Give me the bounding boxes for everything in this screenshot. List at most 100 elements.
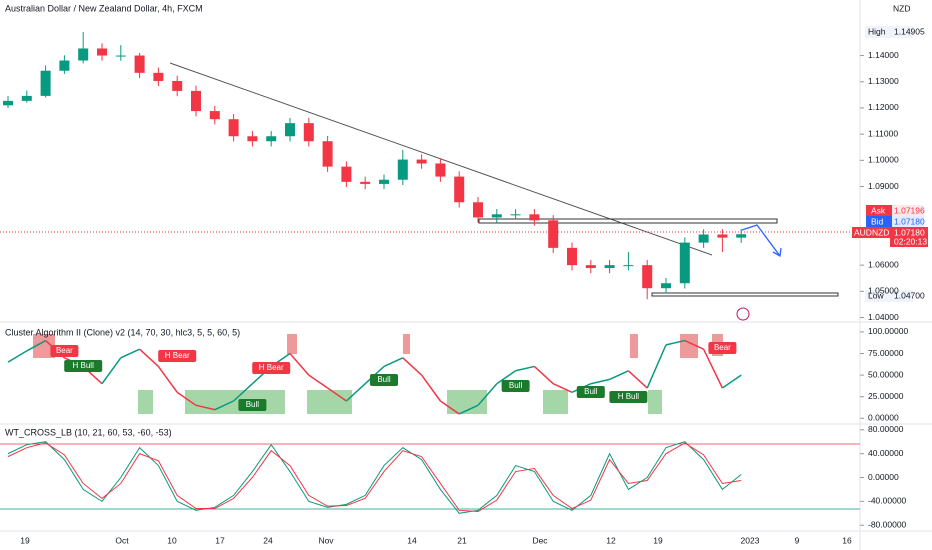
y-tick-label: 100.00000 [868,326,908,336]
signal-label: Bull [509,381,523,390]
candle-body [228,119,239,137]
y-tick-label: 1.04000 [868,312,899,322]
high-value: 1.14905 [894,26,925,36]
candle-body [285,123,295,137]
candle-body [567,247,577,266]
support-zone [651,292,839,297]
ask-tag [866,205,892,216]
oscillator-segment [477,383,498,406]
symbol-tag [852,227,890,238]
oscillator-segment [552,383,573,394]
candle-body [397,159,408,180]
x-tick-label: 2023 [741,535,760,545]
high-box [865,26,913,38]
x-tick-label: 12 [606,535,616,545]
y-tick-label: 1.14000 [868,50,899,60]
symbol: AUDNZD [854,227,889,237]
y-tick-label: 1.06000 [868,259,899,269]
y-tick-label: 50.00000 [868,369,904,379]
candle-body [585,265,596,269]
oscillator-segment [214,400,234,411]
signal-tag [708,342,737,354]
signal-label: Bear [56,346,73,355]
ask-label: Ask [871,205,886,215]
last-price-tag [890,227,928,247]
signal-tag [501,380,530,392]
candle-body [303,123,314,142]
oscillator-segment [157,366,178,393]
oscillator-segment [345,383,366,402]
oscillator-segment [101,357,122,385]
candle-body [529,214,540,221]
oscillator-segment [420,374,442,402]
zone [287,334,297,354]
candle-body [379,179,389,184]
candle-body [40,70,51,96]
x-tick-label: 24 [263,535,273,545]
low-value: 1.04700 [894,290,925,300]
oscillator-segment [308,374,329,389]
bid-value: 1.07180 [894,216,925,226]
oscillator-segment [721,374,742,389]
bid-box [892,216,924,227]
oscillator-segment [233,383,253,402]
event-icon[interactable] [736,307,750,321]
x-tick-label: 17 [215,535,225,545]
candle-body [661,283,671,289]
signal-tag [50,345,79,357]
candle-body [172,80,183,91]
x-tick-label: 19 [20,535,30,545]
ask-box [892,205,924,216]
y-tick-label: 75.00000 [868,348,904,358]
signal-tag [370,374,398,386]
candle-body [191,90,201,112]
zone [403,334,410,354]
y-tick-label: 1.12000 [868,102,899,112]
y-tick-label: -40.00000 [868,496,907,506]
oscillator-segment [7,350,28,363]
oscillator-segment [702,348,724,389]
y-tick-label: 1.05000 [868,286,899,296]
oscillator-segment [684,339,704,350]
zone [648,390,662,414]
oscillator-segment [26,339,46,352]
candle-body [322,141,333,167]
signal-label: H Bear [259,363,284,372]
candle-body [153,72,164,81]
candle-body [435,163,446,177]
countdown: 02:20:13 [894,236,927,246]
y-tick-label: 40.00000 [868,448,904,458]
candle-body [473,202,483,218]
oscillator-segment [402,357,423,376]
signal-label: Bull [377,375,391,384]
candle-body [247,136,258,142]
ask-value: 1.07196 [894,205,925,215]
candle-body [209,111,220,120]
oscillator-segment [383,357,404,368]
zone [185,390,285,414]
y-tick-label: 1.11000 [868,128,898,138]
oscillator-segment [327,387,347,402]
candle-body [97,48,107,56]
candle-body [510,214,521,216]
low-label: Low [868,290,884,300]
zone [543,390,568,414]
signal-label: Bear [714,343,731,352]
oscillator-segment [195,404,215,411]
candle-body [623,265,634,267]
y-tick-label: 1.09000 [868,181,899,191]
signal-label: Bull [246,400,260,409]
zone [630,334,638,358]
y-tick-label: 0.00000 [868,472,899,482]
signal-tag [252,362,291,374]
signal-label: H Bull [73,361,95,370]
oscillator-segment [176,391,197,406]
candle-body [416,159,427,164]
oscillator-segment [289,353,310,376]
oscillator-segment [533,365,554,385]
oscillator-segment [139,348,159,368]
y-tick-label: 25.00000 [868,391,904,401]
candle-body [736,234,747,238]
candle-body [115,55,126,57]
